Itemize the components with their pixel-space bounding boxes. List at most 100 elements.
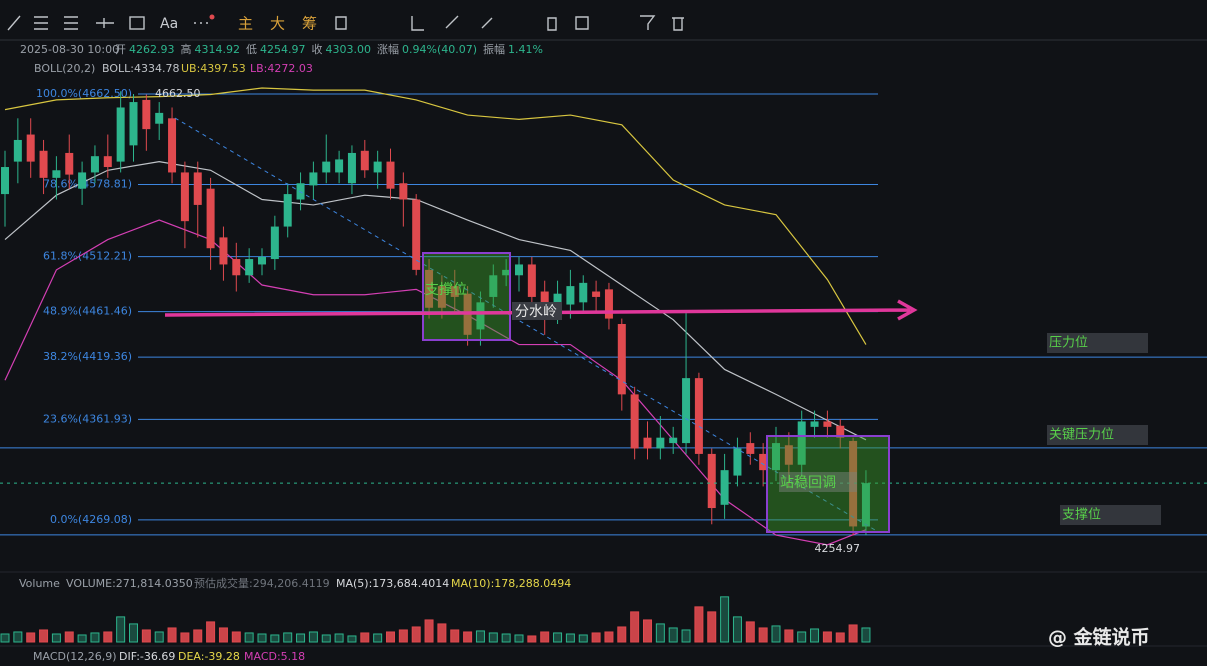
label-bg: [512, 302, 562, 320]
volume-bar: [193, 629, 203, 643]
volume-bar: [527, 635, 537, 643]
candle-body: [193, 172, 202, 205]
tool-text[interactable]: 主: [238, 15, 253, 33]
candle-body: [258, 256, 266, 265]
candle-body: [707, 453, 716, 509]
tool-icon[interactable]: [335, 15, 684, 31]
tool-text[interactable]: 筹: [302, 15, 317, 33]
tool-icon[interactable]: [129, 16, 145, 30]
candle-body: [604, 289, 613, 319]
volume-bar: [463, 631, 473, 643]
candle-body: [270, 226, 279, 260]
volume-bar: [257, 633, 267, 643]
volume-bar: [386, 631, 395, 643]
volume-bar: [514, 634, 524, 643]
macd-dea: DEA:-39.28: [178, 650, 240, 663]
candle-body: [39, 150, 48, 178]
candle-body: [656, 437, 665, 449]
candle-body: [502, 269, 511, 276]
volume-bar: [707, 611, 717, 643]
level-label: 0.0%(4269.08): [50, 513, 132, 526]
tool-text[interactable]: 大: [270, 15, 285, 33]
candle-body: [219, 237, 228, 265]
tool-icon[interactable]: [7, 15, 21, 31]
tool-icon[interactable]: [64, 16, 78, 30]
info-label: 涨幅: [377, 43, 399, 56]
candle-body: [65, 152, 74, 175]
tool-icon[interactable]: [34, 16, 48, 30]
volume-value: VOLUME:271,814.0350: [66, 577, 193, 590]
candle-body: [399, 183, 408, 200]
volume-bar: [655, 623, 665, 643]
volume-bar: [810, 628, 820, 643]
volume-bar: [373, 633, 383, 643]
volume-bar: [745, 621, 755, 643]
candle-body: [720, 470, 729, 505]
tool-icon[interactable]: [96, 18, 114, 28]
volume-bar: [732, 616, 742, 643]
candle-body: [347, 152, 356, 184]
candle-body: [784, 445, 793, 465]
candle-body: [630, 394, 639, 449]
info-label: 振幅: [483, 42, 505, 56]
box-label: 支撑位: [425, 282, 467, 298]
candle-body: [232, 259, 241, 276]
candle-body: [759, 453, 768, 471]
volume-bar: [797, 631, 807, 643]
volume-bar: [591, 632, 601, 643]
candle-body: [823, 421, 832, 427]
info-value: 1.41%: [508, 43, 543, 56]
volume-bar: [437, 623, 447, 643]
label-bg: [1047, 333, 1148, 353]
volume-bar: [90, 632, 100, 643]
candle-body: [90, 156, 99, 173]
label-bg: [779, 472, 857, 492]
volume-bar: [64, 631, 74, 643]
volume-bar: [218, 627, 228, 643]
level-label: 38.2%(4419.36): [43, 350, 132, 363]
candle-body: [592, 291, 601, 297]
candle-body: [168, 118, 177, 173]
volume-bar: [270, 634, 280, 643]
volume-bar: [822, 631, 832, 643]
volume-bar: [51, 633, 61, 643]
volume-est: 预估成交量:294,206.4119: [194, 576, 330, 590]
volume-bar: [720, 596, 730, 643]
volume-bar: [398, 629, 408, 643]
volume-bar: [154, 631, 164, 643]
boll-ub: UB:4397.53: [181, 62, 246, 75]
volume-bar: [835, 632, 845, 643]
volume-bar: [141, 629, 151, 643]
volume-bar: [553, 632, 563, 643]
volume-bar: [167, 627, 177, 643]
candle-body: [515, 264, 523, 276]
volume-bar: [630, 611, 640, 643]
info-label: 高: [181, 42, 192, 56]
macd-value: MACD:5.18: [244, 650, 305, 663]
label-bg: [1060, 505, 1161, 525]
candle-body: [669, 437, 678, 444]
candle-body: [412, 199, 421, 270]
volume-bar: [424, 619, 434, 643]
volume-bar: [321, 634, 331, 643]
candle-body: [129, 102, 138, 146]
candle-body: [52, 170, 61, 178]
boll-lb: LB:4272.03: [250, 62, 313, 75]
candle-body: [13, 139, 22, 162]
info-value: 0.94%(40.07): [402, 43, 477, 56]
volume-bar: [77, 634, 87, 643]
info-value: 4262.93: [129, 43, 175, 56]
tool-text[interactable]: Aa: [160, 16, 178, 32]
volume-bar: [565, 633, 575, 643]
volume-bar: [681, 629, 691, 643]
candle-body: [1, 167, 9, 195]
boll-name: BOLL(20,2): [34, 62, 95, 75]
level-label: 48.9%(4461.46): [43, 305, 132, 318]
volume-bar: [475, 630, 485, 643]
info-label: 开: [115, 43, 126, 56]
volume-bar: [617, 626, 627, 643]
volume-bar: [758, 627, 768, 643]
price-mark: 4254.97: [815, 542, 861, 555]
dot: [209, 14, 215, 20]
candle-body: [437, 286, 446, 308]
